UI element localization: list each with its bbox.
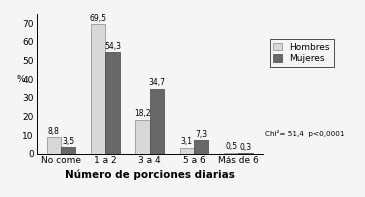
Text: 54,3: 54,3 bbox=[104, 42, 121, 51]
Bar bbox=[194, 140, 208, 154]
Text: Chi²= 51,4  p<0,0001: Chi²= 51,4 p<0,0001 bbox=[265, 130, 345, 137]
Bar bbox=[180, 148, 194, 154]
Y-axis label: %: % bbox=[16, 75, 25, 84]
Text: 0,5: 0,5 bbox=[225, 142, 237, 151]
Text: 0,3: 0,3 bbox=[239, 143, 251, 152]
Bar bbox=[47, 137, 61, 154]
Text: 69,5: 69,5 bbox=[90, 14, 107, 22]
Text: 3,1: 3,1 bbox=[181, 137, 193, 146]
Bar bbox=[61, 147, 75, 154]
Legend: Hombres, Mujeres: Hombres, Mujeres bbox=[270, 39, 334, 67]
Text: 8,8: 8,8 bbox=[48, 127, 60, 136]
Text: 3,5: 3,5 bbox=[62, 137, 74, 146]
Text: 34,7: 34,7 bbox=[148, 78, 165, 87]
Text: 7,3: 7,3 bbox=[195, 130, 207, 138]
Bar bbox=[224, 153, 238, 154]
Text: 18,2: 18,2 bbox=[134, 109, 151, 118]
X-axis label: Número de porciones diarias: Número de porciones diarias bbox=[65, 170, 235, 180]
Bar bbox=[105, 52, 119, 154]
Bar bbox=[238, 153, 253, 154]
Bar bbox=[135, 120, 150, 154]
Bar bbox=[150, 89, 164, 154]
Bar bbox=[91, 24, 105, 154]
